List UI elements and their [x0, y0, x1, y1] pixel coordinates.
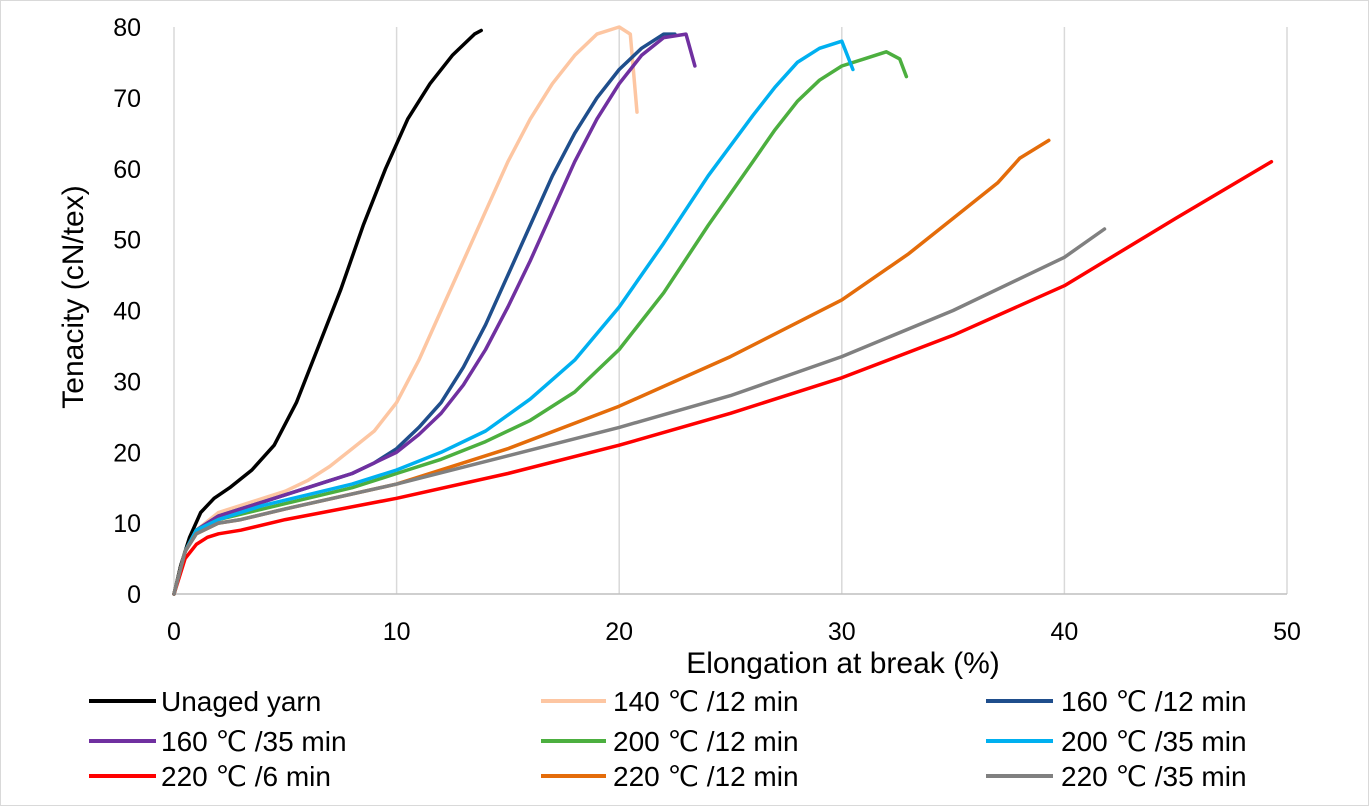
- x-tick-label: 0: [167, 618, 181, 646]
- x-axis-title: Elongation at break (%): [686, 647, 1000, 680]
- y-tick-label: 80: [113, 14, 141, 42]
- series-line: [172, 39, 855, 596]
- legend-label: 160 ℃ /35 min: [161, 726, 347, 757]
- legend-label: 200 ℃ /35 min: [1061, 726, 1247, 757]
- series-line: [172, 25, 639, 596]
- legend-label: 200 ℃ /12 min: [613, 726, 799, 757]
- x-tick-label: 20: [605, 618, 633, 646]
- x-tick-labels: 0 10 20 30 40 50: [167, 618, 1301, 646]
- y-tick-label: 60: [113, 156, 141, 184]
- legend-label: 220 ℃ /12 min: [613, 761, 799, 792]
- x-tick-label: 40: [1050, 618, 1078, 646]
- legend-label: 220 ℃ /6 min: [161, 761, 331, 792]
- series-line: [172, 138, 1051, 596]
- series-line: [172, 159, 1274, 596]
- y-tick-label: 70: [113, 85, 141, 113]
- y-tick-label: 20: [113, 439, 141, 467]
- y-tick-label: 10: [113, 510, 141, 538]
- y-axis-title: Tenacity (cN/tex): [57, 185, 90, 408]
- legend-label: 140 ℃ /12 min: [613, 686, 799, 717]
- series-lines: [172, 25, 1274, 596]
- y-tick-labels: 0 10 20 30 40 50 60 70 80: [113, 14, 141, 609]
- y-tick-label: 0: [127, 581, 141, 609]
- legend-label: Unaged yarn: [161, 686, 321, 717]
- grid-lines: [173, 27, 1288, 595]
- y-tick-label: 30: [113, 368, 141, 396]
- x-tick-label: 50: [1273, 618, 1301, 646]
- x-tick-label: 10: [383, 618, 411, 646]
- y-tick-label: 40: [113, 298, 141, 326]
- legend-label: 160 ℃ /12 min: [1061, 686, 1247, 717]
- series-line: [172, 227, 1107, 596]
- legend: Unaged yarn 140 ℃ /12 min 160 ℃ /12 min 160…: [89, 686, 1247, 792]
- series-line: [172, 50, 909, 596]
- y-tick-label: 50: [113, 227, 141, 255]
- legend-label: 220 ℃ /35 min: [1061, 761, 1247, 792]
- series-line: [172, 28, 483, 596]
- x-tick-label: 30: [828, 618, 856, 646]
- series-line: [172, 32, 697, 596]
